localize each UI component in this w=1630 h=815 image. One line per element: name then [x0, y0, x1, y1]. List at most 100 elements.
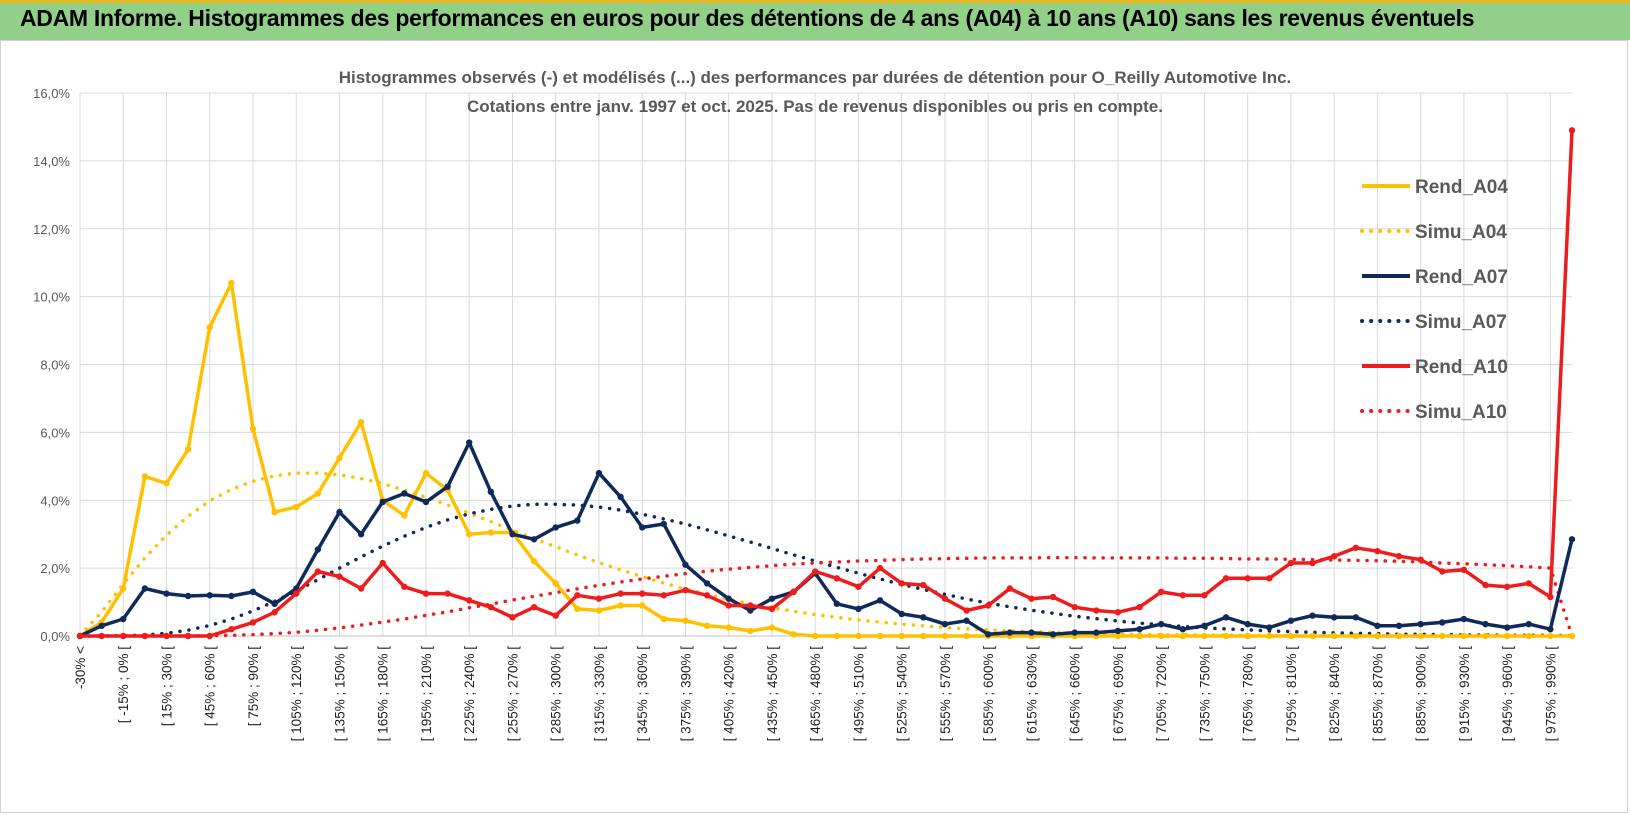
- data-point: [1525, 620, 1532, 628]
- data-point: [271, 609, 278, 616]
- data-point: [206, 323, 213, 331]
- x-tick-label: [ 405% ; 420% [: [722, 646, 737, 742]
- data-point: [444, 483, 451, 490]
- data-point: [1244, 575, 1251, 582]
- data-point: [725, 602, 732, 609]
- data-point: [963, 632, 970, 640]
- data-point: [1049, 631, 1057, 638]
- data-point: [833, 575, 841, 582]
- data-point: [898, 580, 905, 587]
- data-point: [747, 627, 754, 635]
- data-point: [509, 614, 516, 621]
- data-point: [206, 592, 213, 599]
- data-point: [357, 530, 365, 538]
- series-line: [78, 502, 1574, 638]
- x-tick-label: [ 435% ; 450% [: [765, 646, 780, 742]
- data-point: [725, 595, 732, 602]
- data-point: [228, 279, 235, 287]
- data-point: [487, 529, 495, 536]
- data-point: [963, 617, 970, 624]
- x-tick-label: -30% <: [73, 646, 88, 689]
- data-point: [76, 632, 84, 640]
- legend-item-simu-a04: Simu_A04: [1360, 222, 1507, 243]
- data-point: [1547, 593, 1554, 601]
- data-point: [1179, 626, 1186, 633]
- data-point: [682, 617, 689, 624]
- data-point: [1157, 620, 1165, 628]
- x-tick-label: [ 915% ; 930% [: [1457, 646, 1472, 742]
- x-tick-label: [ 195% ; 210% [: [419, 646, 434, 742]
- chart-title: Histogrammes observés (-) et modélisés (…: [339, 68, 1292, 87]
- data-point: [379, 498, 386, 506]
- data-point: [660, 615, 668, 623]
- data-point: [941, 620, 949, 628]
- data-point: [1201, 592, 1208, 599]
- legend-item-simu-a07: Simu_A07: [1360, 312, 1507, 333]
- x-tick-label: [ 465% ; 480% [: [808, 646, 823, 742]
- x-tick-label: [ 315% ; 330% [: [592, 646, 607, 742]
- data-point: [768, 605, 776, 613]
- data-point: [293, 590, 300, 597]
- data-point: [876, 564, 884, 572]
- x-tick-label: [ 765% ; 780% [: [1241, 646, 1256, 742]
- x-tick-label: [ 255% ; 270% [: [505, 646, 520, 742]
- data-point: [249, 619, 257, 626]
- data-point: [466, 439, 473, 446]
- header-banner: ADAM Informe. Histogrammes des performan…: [0, 0, 1630, 40]
- x-tick-label: [ 945% ; 960% [: [1500, 646, 1515, 742]
- data-point: [790, 588, 797, 596]
- data-point: [120, 615, 127, 623]
- data-point: [768, 595, 776, 602]
- x-tick-label: [ 585% ; 600% [: [981, 646, 996, 742]
- data-point: [1417, 620, 1424, 628]
- data-point: [466, 530, 473, 538]
- data-point: [1330, 553, 1338, 560]
- data-point: [1568, 536, 1576, 543]
- data-point: [963, 607, 970, 614]
- data-point: [1309, 632, 1316, 640]
- data-point: [1157, 588, 1165, 596]
- data-point: [1244, 620, 1251, 628]
- data-point: [855, 605, 862, 613]
- data-point: [530, 536, 538, 543]
- data-point: [1179, 632, 1186, 640]
- legend-label: Simu_A10: [1415, 402, 1507, 423]
- data-point: [1417, 556, 1424, 563]
- data-point: [141, 473, 149, 480]
- series-rend-a04: [76, 279, 1576, 640]
- data-point: [293, 503, 300, 511]
- data-point: [422, 469, 430, 477]
- data-point: [1201, 632, 1208, 640]
- series-simu-a07: [78, 502, 1574, 638]
- data-point: [639, 602, 646, 609]
- legend-label: Simu_A07: [1415, 312, 1507, 333]
- data-point: [271, 600, 278, 607]
- data-point: [747, 602, 754, 609]
- data-point: [1482, 581, 1489, 589]
- x-tick-label: [ -15% ; 0% [: [116, 646, 131, 724]
- x-tick-label: [ 285% ; 300% [: [549, 646, 564, 742]
- data-point: [530, 603, 538, 611]
- data-point: [509, 530, 516, 538]
- series-line: [78, 471, 1574, 638]
- legend-item-rend-a04: Rend_A04: [1362, 177, 1508, 198]
- data-point: [876, 597, 884, 604]
- data-point: [1006, 585, 1013, 592]
- data-point: [1330, 632, 1338, 640]
- data-point: [249, 425, 257, 433]
- data-point: [1244, 632, 1251, 640]
- data-point: [120, 632, 127, 640]
- data-point: [466, 597, 473, 604]
- data-point: [379, 559, 386, 567]
- data-point: [1287, 617, 1295, 624]
- data-point: [595, 469, 603, 477]
- data-point: [1439, 568, 1446, 575]
- data-point: [1330, 614, 1338, 621]
- x-tick-label: [ 105% ; 120% [: [289, 646, 304, 742]
- data-point: [682, 561, 689, 568]
- data-point: [1136, 603, 1143, 611]
- data-point: [898, 632, 905, 640]
- data-point: [811, 632, 819, 640]
- data-point: [574, 605, 581, 613]
- data-point: [1157, 632, 1165, 640]
